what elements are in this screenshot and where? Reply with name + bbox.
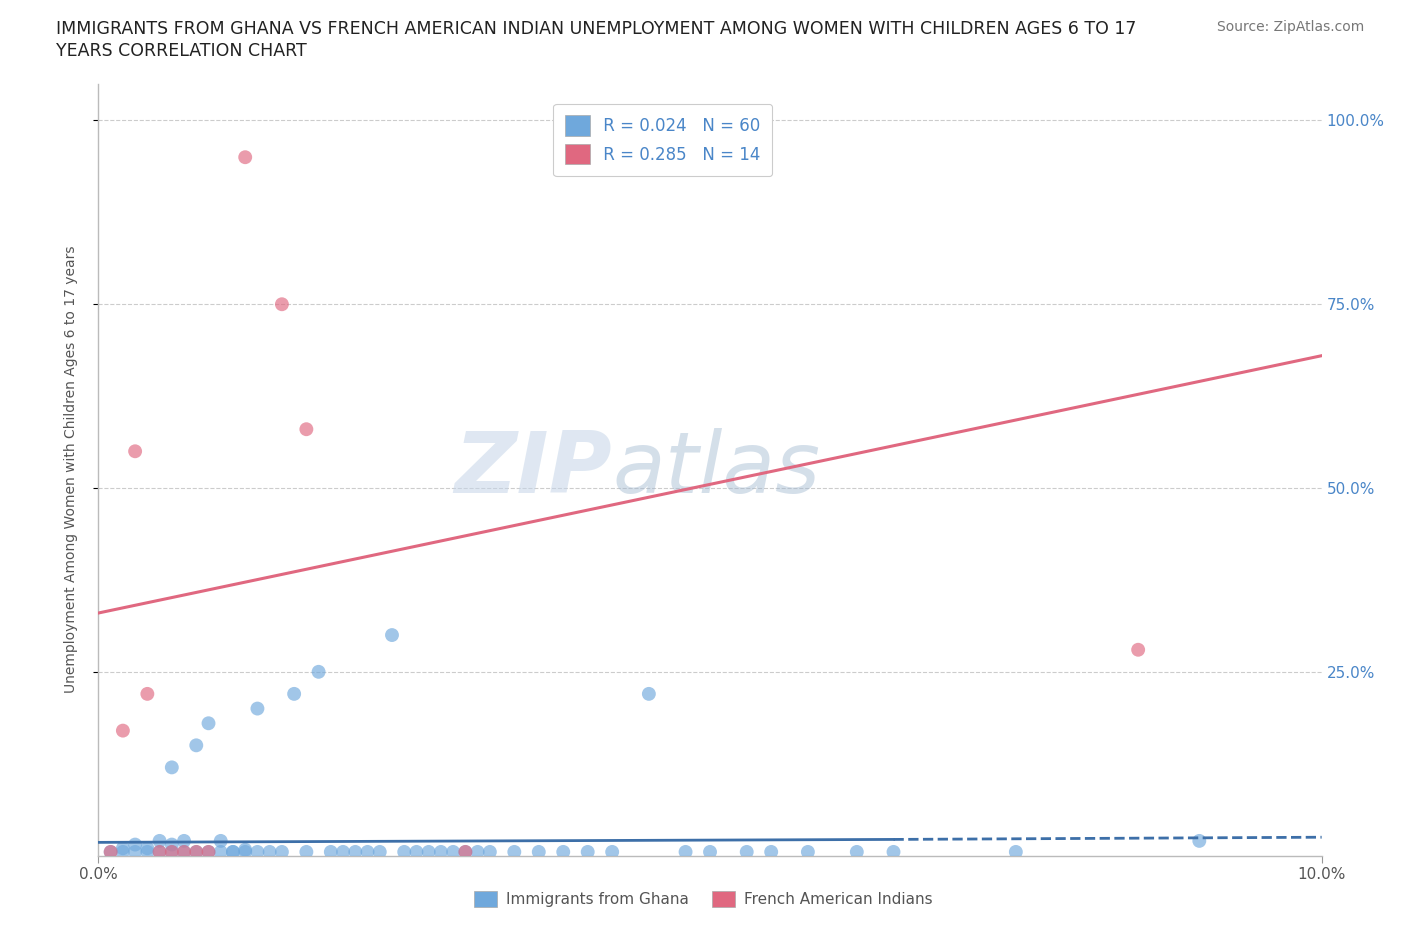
Y-axis label: Unemployment Among Women with Children Ages 6 to 17 years: Unemployment Among Women with Children A… [63, 246, 77, 694]
Point [246, 844, 269, 859]
Point [222, 844, 245, 859]
Point [197, 844, 219, 859]
Point [209, 844, 232, 859]
Point [454, 844, 477, 859]
Text: Source: ZipAtlas.com: Source: ZipAtlas.com [1216, 20, 1364, 34]
Point [197, 716, 219, 731]
Legend:  R = 0.024   N = 60,  R = 0.285   N = 14: R = 0.024 N = 60, R = 0.285 N = 14 [553, 103, 772, 176]
Point [270, 844, 292, 859]
Point [160, 844, 183, 859]
Point [173, 833, 195, 848]
Point [699, 844, 721, 859]
Point [136, 841, 159, 856]
Point [356, 844, 378, 859]
Point [149, 844, 172, 859]
Point [160, 844, 183, 859]
Point [222, 844, 245, 859]
Point [259, 844, 281, 859]
Point [173, 844, 195, 859]
Point [405, 844, 427, 859]
Point [124, 444, 146, 458]
Point [637, 686, 661, 701]
Point [233, 844, 256, 859]
Point [576, 844, 599, 859]
Point [381, 628, 404, 643]
Point [111, 724, 134, 738]
Point [186, 737, 208, 752]
Point [100, 844, 122, 859]
Point [441, 844, 464, 859]
Text: IMMIGRANTS FROM GHANA VS FRENCH AMERICAN INDIAN UNEMPLOYMENT AMONG WOMEN WITH CH: IMMIGRANTS FROM GHANA VS FRENCH AMERICAN… [56, 20, 1136, 38]
Point [136, 686, 159, 701]
Point [600, 844, 623, 859]
Point [209, 833, 232, 848]
Point [1128, 643, 1150, 658]
Point [1004, 844, 1026, 859]
Point [527, 844, 550, 859]
Point [160, 760, 183, 775]
Point [233, 150, 256, 165]
Point [845, 844, 868, 859]
Point [344, 844, 367, 859]
Point [186, 844, 208, 859]
Legend: Immigrants from Ghana, French American Indians: Immigrants from Ghana, French American I… [468, 884, 938, 913]
Point [430, 844, 453, 859]
Point [368, 844, 391, 859]
Point [553, 844, 575, 859]
Point [295, 422, 318, 437]
Point [186, 844, 208, 859]
Point [295, 844, 318, 859]
Text: ZIP: ZIP [454, 428, 612, 512]
Point [124, 844, 146, 859]
Point [308, 664, 330, 679]
Point [270, 297, 292, 312]
Point [1188, 833, 1211, 848]
Point [319, 844, 342, 859]
Point [160, 837, 183, 852]
Point [503, 844, 526, 859]
Point [454, 844, 477, 859]
Point [173, 844, 195, 859]
Point [197, 844, 219, 859]
Point [883, 844, 905, 859]
Point [675, 844, 697, 859]
Point [478, 844, 501, 859]
Point [233, 843, 256, 857]
Point [735, 844, 758, 859]
Point [111, 841, 134, 856]
Point [111, 844, 134, 859]
Point [467, 844, 489, 859]
Point [332, 844, 354, 859]
Point [136, 844, 159, 859]
Point [283, 686, 305, 701]
Point [100, 844, 122, 859]
Point [797, 844, 820, 859]
Point [759, 844, 782, 859]
Point [246, 701, 269, 716]
Text: atlas: atlas [612, 428, 820, 512]
Point [418, 844, 440, 859]
Text: YEARS CORRELATION CHART: YEARS CORRELATION CHART [56, 42, 307, 60]
Point [392, 844, 416, 859]
Point [149, 844, 172, 859]
Point [124, 837, 146, 852]
Point [149, 833, 172, 848]
